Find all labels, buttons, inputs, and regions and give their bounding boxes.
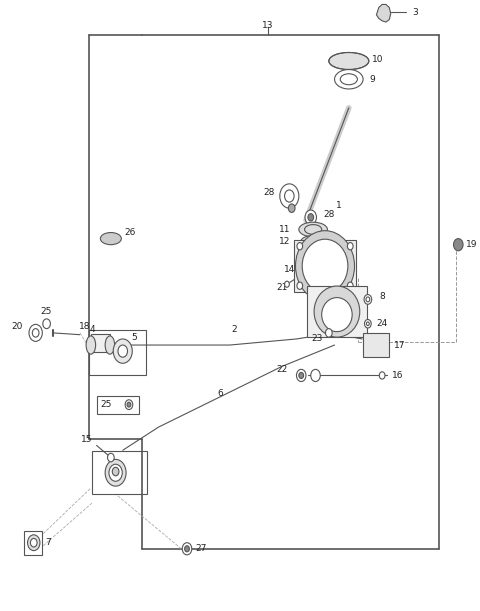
Circle shape [127, 402, 131, 407]
Circle shape [113, 339, 132, 364]
Circle shape [308, 214, 313, 221]
Circle shape [364, 320, 371, 328]
Text: 28: 28 [323, 210, 335, 219]
Circle shape [112, 467, 119, 476]
Text: 10: 10 [372, 54, 383, 64]
Text: 12: 12 [279, 237, 290, 246]
Circle shape [348, 243, 353, 250]
Text: 13: 13 [262, 21, 274, 30]
Text: 25: 25 [100, 400, 112, 409]
Circle shape [297, 370, 306, 381]
Ellipse shape [105, 336, 115, 354]
Text: 22: 22 [276, 365, 288, 374]
Text: 5: 5 [132, 333, 138, 342]
Circle shape [43, 319, 50, 329]
Bar [89, 330, 145, 375]
Bar [96, 395, 139, 414]
Text: 1: 1 [336, 200, 342, 210]
Text: 11: 11 [279, 225, 290, 234]
Circle shape [288, 204, 295, 213]
Text: 9: 9 [370, 75, 375, 84]
Text: 14: 14 [284, 265, 295, 274]
Circle shape [348, 282, 353, 290]
Circle shape [182, 543, 192, 555]
Text: 20: 20 [11, 322, 22, 331]
Circle shape [29, 324, 42, 342]
Circle shape [297, 243, 303, 250]
Ellipse shape [314, 286, 360, 337]
Bar [24, 530, 42, 555]
Circle shape [32, 329, 39, 337]
Circle shape [364, 295, 372, 304]
Circle shape [118, 345, 128, 357]
Ellipse shape [299, 222, 327, 237]
Ellipse shape [296, 231, 355, 301]
Text: 27: 27 [195, 544, 207, 554]
Polygon shape [376, 4, 391, 22]
Ellipse shape [301, 236, 325, 247]
Text: 28: 28 [264, 188, 275, 197]
Text: 19: 19 [466, 240, 478, 249]
Circle shape [306, 221, 315, 233]
Text: 17: 17 [394, 340, 406, 349]
Text: 26: 26 [124, 228, 135, 237]
Circle shape [305, 210, 316, 225]
Text: 15: 15 [81, 435, 93, 444]
Circle shape [105, 459, 126, 486]
Text: 23: 23 [311, 334, 323, 343]
Circle shape [30, 538, 37, 547]
Circle shape [379, 372, 385, 379]
Bar [307, 286, 367, 337]
Bar [294, 240, 356, 292]
Text: 3: 3 [413, 8, 419, 17]
Circle shape [299, 372, 304, 378]
Text: 18: 18 [79, 322, 90, 331]
Text: 4: 4 [90, 325, 96, 334]
Circle shape [285, 281, 289, 287]
Circle shape [311, 370, 320, 381]
Ellipse shape [329, 53, 369, 70]
Circle shape [108, 453, 114, 462]
Text: 2: 2 [232, 325, 238, 334]
Bar [92, 452, 146, 494]
Ellipse shape [86, 336, 96, 354]
Ellipse shape [302, 239, 348, 293]
Text: 8: 8 [379, 292, 385, 301]
Circle shape [325, 329, 332, 337]
Text: 7: 7 [45, 538, 51, 547]
Bar [363, 333, 389, 357]
Circle shape [125, 400, 133, 409]
Text: 21: 21 [276, 283, 288, 292]
Text: 24: 24 [376, 319, 388, 328]
Circle shape [27, 535, 40, 551]
Text: 16: 16 [392, 371, 403, 380]
Circle shape [297, 282, 303, 290]
Ellipse shape [322, 298, 352, 332]
Circle shape [109, 464, 122, 481]
Text: 25: 25 [40, 307, 51, 316]
Bar [91, 334, 110, 353]
Ellipse shape [100, 233, 121, 244]
Circle shape [185, 546, 190, 552]
Text: 6: 6 [217, 389, 223, 398]
Circle shape [454, 239, 463, 251]
